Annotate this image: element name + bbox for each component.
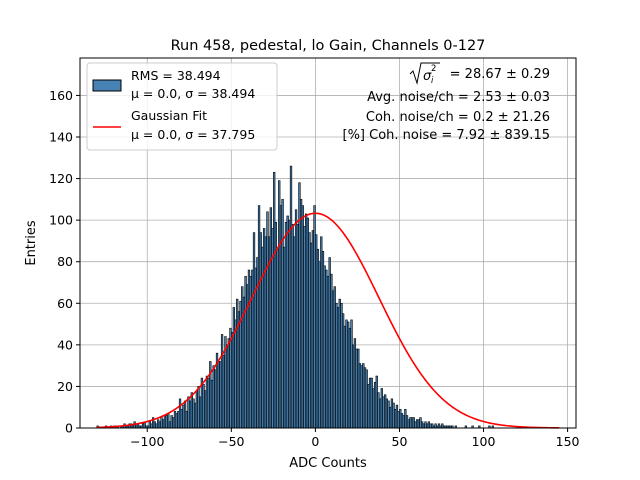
- x-axis-ticks: −100 −50 0 50 100 150: [130, 428, 580, 449]
- y-axis-label: Entries: [24, 220, 39, 266]
- y-tick-label: 100: [49, 213, 73, 228]
- coh-noise-annotation: Coh. noise/ch = 0.2 ± 21.26: [366, 110, 550, 125]
- y-tick-label: 140: [49, 129, 73, 144]
- x-tick-label: 0: [311, 434, 319, 449]
- x-tick-label: 150: [556, 434, 580, 449]
- legend-fit-name: Gaussian Fit: [131, 108, 207, 123]
- legend-histogram-name: RMS = 38.494: [131, 68, 221, 83]
- x-tick-label: 50: [392, 434, 408, 449]
- sigma-subscript: i: [431, 76, 434, 86]
- chart-title: Run 458, pedestal, lo Gain, Channels 0-1…: [171, 38, 486, 54]
- x-tick-label: −50: [218, 434, 244, 449]
- gaussian-fit-curve: [96, 212, 560, 429]
- y-tick-label: 20: [57, 379, 73, 394]
- avg-noise-annotation: Avg. noise/ch = 2.53 ± 0.03: [367, 90, 550, 105]
- sigma-value: = 28.67 ± 0.29: [450, 67, 550, 82]
- sigma-superscript: 2: [431, 64, 436, 74]
- histogram-bars: [96, 165, 494, 429]
- pct-coh-noise-annotation: [%] Coh. noise = 7.92 ± 839.15: [343, 128, 551, 143]
- y-tick-label: 120: [49, 171, 73, 186]
- legend-fit-stats: μ = 0.0, σ = 37.795: [131, 127, 255, 142]
- legend-histogram-swatch: [92, 79, 122, 92]
- x-axis-label: ADC Counts: [289, 456, 367, 471]
- legend: RMS = 38.494 μ = 0.0, σ = 38.494 Gaussia…: [86, 62, 278, 151]
- legend-histogram-stats: μ = 0.0, σ = 38.494: [131, 86, 255, 101]
- sigma-annotation: σ i 2 = 28.67 ± 0.29: [409, 62, 550, 86]
- y-axis-ticks: 0 20 40 60 80 100 120 140 160: [49, 88, 80, 436]
- y-tick-label: 60: [57, 296, 73, 311]
- sigma-symbol: σ: [423, 69, 432, 84]
- x-tick-label: 100: [472, 434, 496, 449]
- annotations: σ i 2 = 28.67 ± 0.29 Avg. noise/ch = 2.5…: [343, 62, 551, 143]
- y-tick-label: 80: [57, 254, 73, 269]
- y-tick-label: 0: [65, 421, 73, 436]
- x-tick-label: −100: [130, 434, 164, 449]
- legend-frame: [86, 62, 278, 151]
- y-tick-label: 40: [57, 337, 73, 352]
- y-tick-label: 160: [49, 88, 73, 103]
- plot-frame: [79, 57, 577, 429]
- sqrt-symbol-icon: [409, 62, 440, 85]
